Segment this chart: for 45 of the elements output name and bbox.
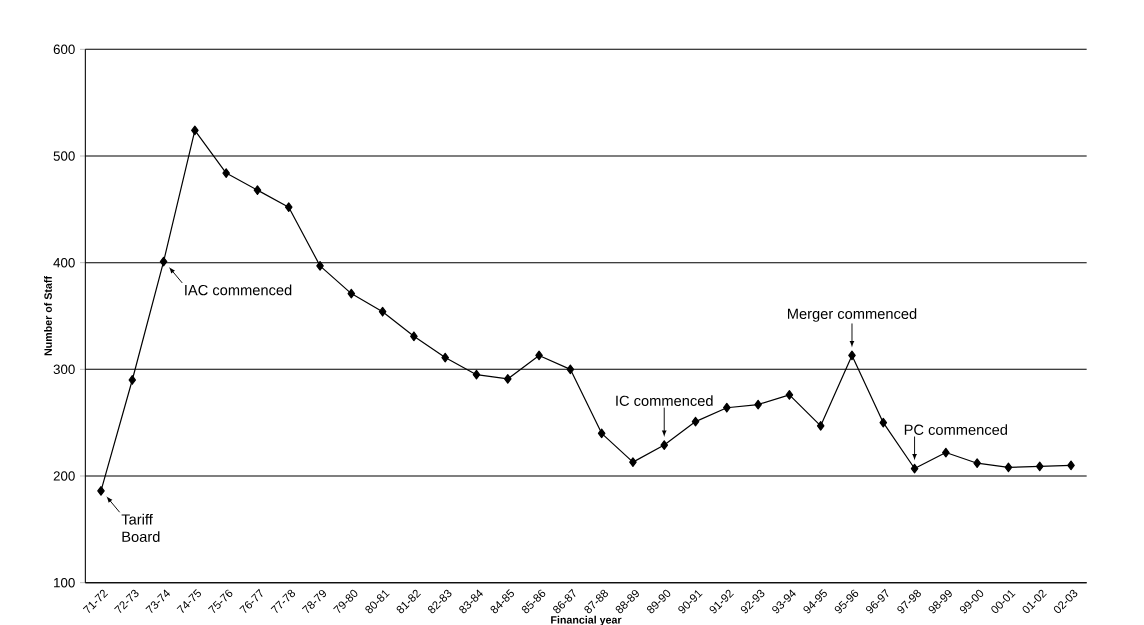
y-tick-label: 200 <box>53 471 75 481</box>
point <box>535 350 543 361</box>
point <box>848 350 856 361</box>
annotation: IC commenced <box>616 395 713 406</box>
point <box>754 399 762 410</box>
annotation: Merger commenced <box>787 308 917 322</box>
annotation: PC commenced <box>904 424 1007 435</box>
point <box>629 457 637 467</box>
y-tick-label: 500 <box>53 151 75 161</box>
point <box>1067 460 1075 471</box>
point <box>973 458 981 468</box>
point <box>316 260 324 271</box>
point <box>191 125 199 136</box>
point <box>942 447 950 458</box>
point <box>723 402 731 413</box>
x-axis-title: Financial year <box>551 615 622 625</box>
annotation: Tariff Board <box>121 513 160 542</box>
y-tick-label: 600 <box>53 44 75 54</box>
y-tick-label: 400 <box>53 257 75 268</box>
point <box>503 373 512 384</box>
point <box>441 352 449 363</box>
point <box>816 420 825 431</box>
point <box>1035 461 1044 472</box>
point <box>785 389 794 400</box>
point <box>378 306 387 317</box>
point <box>253 185 262 195</box>
annotation: IAC commenced <box>185 284 292 296</box>
point <box>472 369 481 380</box>
point <box>284 202 293 212</box>
point <box>347 288 356 299</box>
y-tick-label: 300 <box>53 364 75 374</box>
point <box>159 256 168 267</box>
point <box>97 485 105 496</box>
point <box>910 463 919 474</box>
point <box>660 440 669 450</box>
point <box>597 428 606 439</box>
point <box>879 417 888 428</box>
point <box>691 416 700 427</box>
y-tick-label: 100 <box>54 577 75 588</box>
point <box>410 331 418 341</box>
point <box>128 374 137 385</box>
point <box>1004 462 1013 473</box>
y-axis-title: Number of Staff <box>44 275 52 356</box>
point <box>222 168 230 178</box>
point <box>566 364 575 375</box>
